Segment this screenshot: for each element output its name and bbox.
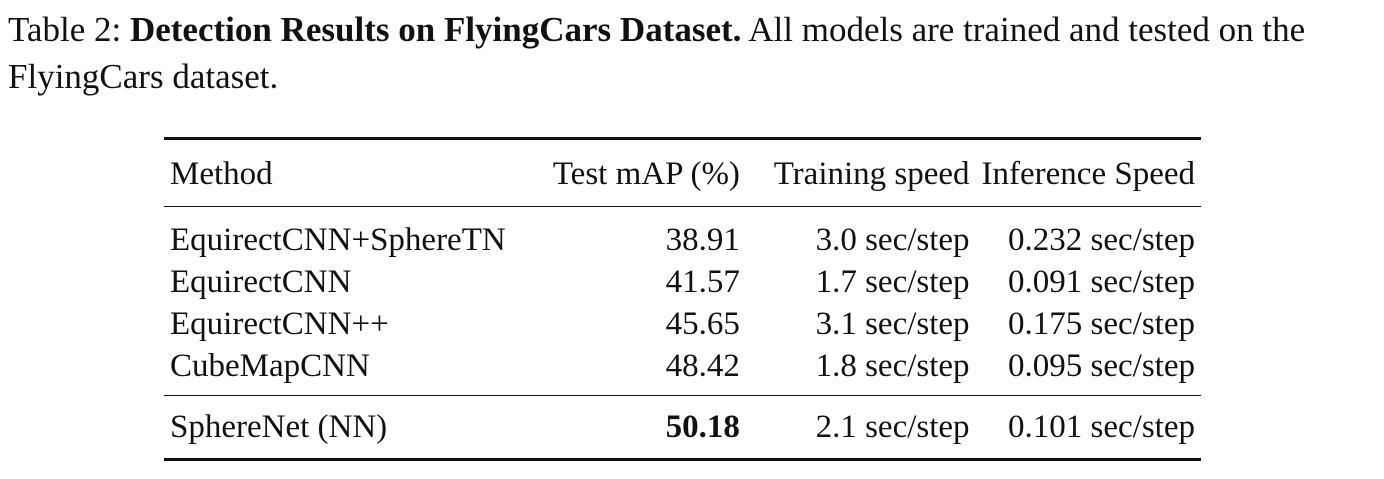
caption-title: Detection Results on FlyingCars Dataset. <box>129 10 742 49</box>
table-row: EquirectCNN 41.57 1.7 sec/step 0.091 sec… <box>164 261 1201 303</box>
cell-method: SphereNet (NN) <box>170 408 388 445</box>
table-row: CubeMapCNN 48.42 1.8 sec/step 0.095 sec/… <box>164 345 1201 396</box>
table-caption: Table 2: Detection Results on FlyingCars… <box>8 6 1378 100</box>
cell-test-map-best: 50.18 <box>665 408 740 445</box>
table-row-best: SphereNet (NN) 50.18 2.1 sec/step 0.101 … <box>164 396 1201 460</box>
header-training-speed: Training speed <box>745 138 976 207</box>
table-row: EquirectCNN+SphereTN 38.91 3.0 sec/step … <box>164 207 1201 262</box>
cell-method: EquirectCNN+SphereTN <box>170 222 506 258</box>
caption-label: Table 2: <box>8 10 122 49</box>
results-table-wrapper: Method Test mAP (%) Training speed Infer… <box>164 137 1201 461</box>
cell-training-speed: 3.0 sec/step <box>815 222 970 258</box>
cell-test-map: 48.42 <box>531 345 746 396</box>
header-inference-speed: Inference Speed <box>975 138 1201 207</box>
cell-training-speed: 3.1 sec/step <box>815 306 970 342</box>
cell-method: EquirectCNN++ <box>170 306 389 342</box>
cell-test-map: 45.65 <box>665 306 740 342</box>
cell-test-map: 41.57 <box>665 264 740 300</box>
cell-training-speed: 1.7 sec/step <box>815 264 970 300</box>
cell-inference-speed: 0.175 sec/step <box>1008 306 1195 342</box>
cell-inference-speed: 0.091 sec/step <box>1008 264 1195 300</box>
table-row: EquirectCNN++ 45.65 3.1 sec/step 0.175 s… <box>164 303 1201 345</box>
cell-training-speed: 1.8 sec/step <box>745 345 976 396</box>
caption-text: All models are trained and tested on the… <box>8 10 1306 96</box>
table-header-row: Method Test mAP (%) Training speed Infer… <box>164 138 1201 207</box>
cell-inference-speed: 0.101 sec/step <box>1008 408 1195 445</box>
cell-inference-speed: 0.095 sec/step <box>975 345 1201 396</box>
header-method: Method <box>164 138 532 207</box>
cell-inference-speed: 0.232 sec/step <box>1008 222 1195 258</box>
cell-method: CubeMapCNN <box>164 345 532 396</box>
cell-test-map: 38.91 <box>665 222 740 258</box>
cell-training-speed: 2.1 sec/step <box>815 408 970 445</box>
cell-method: EquirectCNN <box>170 264 352 300</box>
header-test-map: Test mAP (%) <box>531 138 746 207</box>
results-table: Method Test mAP (%) Training speed Infer… <box>164 137 1201 461</box>
